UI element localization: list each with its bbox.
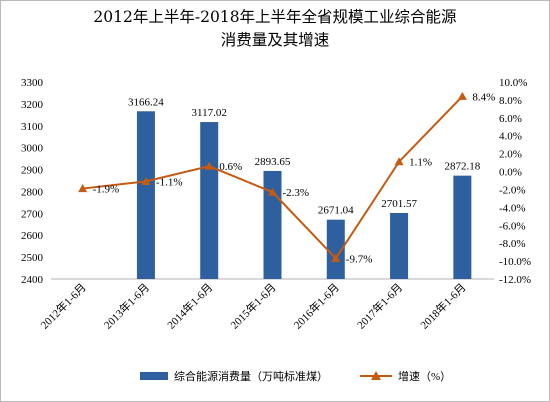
line-point <box>204 161 214 170</box>
right-tick-label: -10.0% <box>499 256 531 268</box>
x-tick-label: 2014年1-6月 <box>164 280 215 331</box>
line-point <box>78 184 88 193</box>
bar <box>200 122 219 279</box>
left-tick-label: 2400 <box>21 274 44 286</box>
line-point <box>457 91 467 100</box>
left-tick-label: 3200 <box>21 99 44 111</box>
bar <box>453 175 472 279</box>
right-tick-label: 2.0% <box>499 149 522 161</box>
chart-title-line1: 2012年上半年-2018年上半年全省规模工业综合能源 <box>93 8 457 26</box>
bar <box>263 170 282 279</box>
line-data-label: -1.9% <box>93 184 120 196</box>
x-tick-label: 2016年1-6月 <box>291 280 342 331</box>
right-tick-label: -2.0% <box>499 184 526 196</box>
bar <box>390 212 409 279</box>
bar-data-label: 3117.02 <box>192 107 227 119</box>
line-data-label: 0.6% <box>219 161 242 173</box>
legend-bar-swatch <box>140 372 168 380</box>
line-data-label: -9.7% <box>346 253 373 265</box>
legend-line-marker <box>371 371 381 380</box>
left-tick-label: 3000 <box>21 143 44 155</box>
bar-data-label: 3166.24 <box>128 96 164 108</box>
line-data-label: -1.1% <box>156 176 183 188</box>
x-tick-label: 2015年1-6月 <box>227 280 278 331</box>
bar <box>326 219 345 279</box>
legend: 综合能源消费量（万吨标准煤） 增速（%） <box>140 369 451 383</box>
x-tick-label: 2013年1-6月 <box>101 280 152 331</box>
right-tick-label: 4.0% <box>499 131 522 143</box>
right-axis: -12.0% -10.0% -8.0% -6.0% -4.0% -2.0% 0.0% 2.0%… <box>499 77 531 286</box>
line-data-label: 1.1% <box>409 157 432 169</box>
bar-data-labels: 3166.24 3117.02 2893.65 2671.04 2701.57 2872.… <box>128 96 481 216</box>
right-tick-label: 0.0% <box>499 167 522 179</box>
line-point <box>331 253 341 263</box>
legend-bar-label: 综合能源消费量（万吨标准煤） <box>174 369 328 383</box>
right-tick-label: 8.0% <box>499 95 522 107</box>
chart-title: 2012年上半年-2018年上半年全省规模工业综合能源 消费量及其增速 <box>0 6 550 52</box>
bar-data-label: 2893.65 <box>255 156 291 168</box>
x-tick-label: 2012年1-6月 <box>37 280 88 331</box>
chart-title-line2: 消费量及其增速 <box>220 31 330 49</box>
left-tick-label: 3300 <box>21 77 44 89</box>
left-tick-label: 2900 <box>21 165 44 177</box>
bar-data-label: 2701.57 <box>381 198 417 210</box>
right-tick-label: -6.0% <box>499 220 526 232</box>
line-point <box>268 187 277 196</box>
right-tick-label: -8.0% <box>499 238 526 250</box>
left-tick-label: 2500 <box>21 252 44 264</box>
x-tick-label: 2017年1-6月 <box>354 280 405 331</box>
bar-data-label: 2872.18 <box>444 161 480 173</box>
line-series <box>78 91 467 263</box>
legend-line-label: 增速（%） <box>398 369 451 383</box>
right-tick-label: 6.0% <box>499 113 522 125</box>
line-data-label: -2.3% <box>283 187 310 199</box>
line-data-label: 8.4% <box>472 91 495 103</box>
x-axis: 2012年1-6月 2013年1-6月 2014年1-6月 2015年1-6月 2016… <box>37 280 468 331</box>
left-tick-label: 2800 <box>21 186 44 198</box>
left-axis: 2400 2500 2600 2700 2800 2900 3000 3100 3200 3300 <box>21 77 44 286</box>
bar <box>136 111 155 279</box>
line-data-labels: -1.9% -1.1% 0.6% -2.3% -9.7% 1.1% 8.4% <box>93 91 496 265</box>
right-tick-label: 10.0% <box>499 77 527 89</box>
right-tick-label: -12.0% <box>499 274 531 286</box>
line-point <box>141 176 151 185</box>
left-tick-label: 2700 <box>21 208 44 220</box>
x-tick-label: 2018年1-6月 <box>417 280 468 331</box>
left-tick-label: 3100 <box>21 121 44 133</box>
right-tick-label: -4.0% <box>499 202 526 214</box>
bar-data-label: 2671.04 <box>318 205 354 217</box>
left-tick-label: 2600 <box>21 230 44 242</box>
line-point <box>394 157 404 166</box>
